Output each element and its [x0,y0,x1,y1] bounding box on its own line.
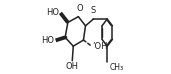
Text: HO: HO [46,8,59,17]
Text: CH₃: CH₃ [110,63,124,73]
Text: O: O [76,4,83,13]
Text: S: S [90,6,96,15]
Text: OH: OH [66,62,79,71]
Text: HO: HO [41,36,54,45]
Text: ’OH: ’OH [92,42,108,51]
